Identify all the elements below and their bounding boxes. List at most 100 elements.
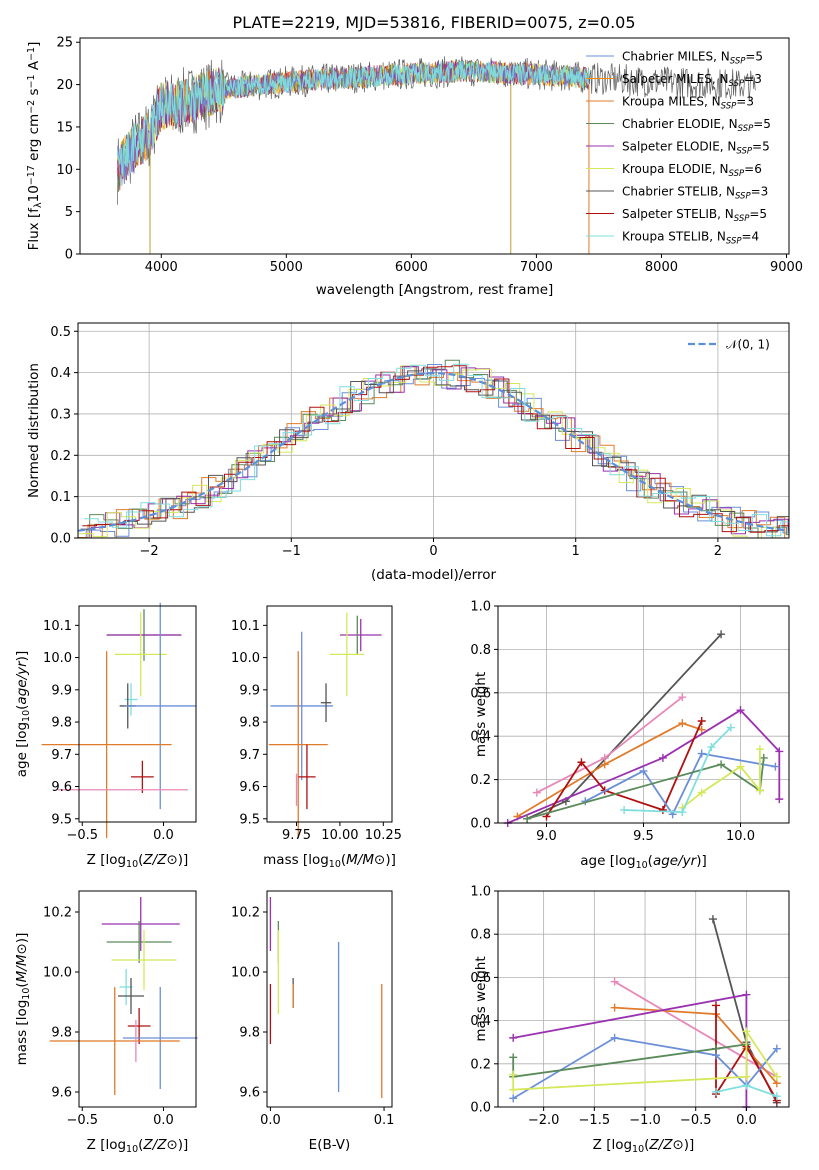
legend-label: Salpeter MILES, NSSP=3	[622, 72, 762, 89]
legend-name: Chabrier ELODIE, N	[622, 117, 738, 131]
legend-label: Kroupa STELIB, NSSP=4	[622, 230, 759, 247]
label-part: M/M⊙	[346, 852, 385, 868]
y-tick-label: 0.5	[50, 325, 71, 340]
y-tick-label: 0.4	[470, 730, 491, 745]
weight-point	[509, 1033, 518, 1042]
y-tick-label: 9.6	[239, 1086, 260, 1101]
legend-label: Chabrier MILES, NSSP=5	[622, 50, 763, 67]
label-part: (	[648, 853, 653, 869]
weight-point	[736, 706, 745, 715]
y-tick-label: 9.6	[239, 780, 260, 795]
x-tick-label: −2	[140, 544, 159, 559]
axes-frame	[78, 605, 197, 823]
x-tick-label: 0.0	[260, 1113, 281, 1128]
label-part: age/yr	[653, 853, 698, 869]
y-tick-label: 1.0	[470, 885, 491, 900]
weight-series-line	[516, 722, 702, 818]
label-part: )]	[684, 1137, 695, 1153]
weight-point	[639, 766, 648, 775]
label-part: E(B-V)	[309, 1137, 351, 1153]
weight-point	[711, 1001, 720, 1010]
x-tick-label: 1	[572, 544, 580, 559]
y-tick-label: 0.1	[50, 490, 71, 505]
weight-point	[509, 1053, 518, 1062]
weight-point	[771, 762, 780, 771]
label-part: Z/Z⊙	[142, 1137, 177, 1153]
legend-label: Salpeter ELODIE, NSSP=5	[622, 140, 770, 157]
label-part: (	[138, 852, 143, 868]
y-axis-label: age [log10(age/yr)]	[14, 651, 32, 777]
axes: 0.0 0.1 9.6 9.8 10.0 10.2 E(B-V)	[231, 890, 394, 1153]
axes: −2 −1 0 1 2 0.0 0.1 0.2 0.3 0.4 0.5 𝒩(0, 1) (data-mo…	[26, 322, 790, 583]
legend-label: Kroupa MILES, NSSP=3	[622, 95, 754, 112]
weight-point	[755, 745, 764, 754]
figure-title: PLATE=2219, MJD=53816, FIBERID=0075, z=0…	[232, 13, 635, 32]
axes: −2.0 −1.5 −1.0 −0.5 0.0 0.0 0.2 0.4 0.6 0.8 1.0 Z […	[470, 885, 790, 1155]
weight-point	[717, 630, 726, 639]
axes-frame	[78, 890, 197, 1108]
y-tick-label: 0.6	[470, 971, 491, 986]
legend-sub: SSP	[730, 56, 746, 66]
y-tick-label: 9.9	[239, 683, 260, 698]
y-tick-label: 9.8	[51, 1026, 72, 1041]
y-tick-label: 0.0	[470, 1101, 491, 1116]
y-tick-label: 1.0	[470, 600, 491, 615]
legend-name: Salpeter ELODIE, N	[622, 140, 736, 154]
x-tick-label: −1.0	[629, 1113, 661, 1128]
weight-series-line	[614, 980, 778, 1078]
x-tick-label: −0.5	[680, 1113, 712, 1128]
mass-vs-ebv-panel: 0.0 0.1 9.6 9.8 10.0 10.2 E(B-V)	[231, 890, 394, 1153]
weight-point	[736, 762, 745, 771]
weight-vs-age-panel: 9.0 9.5 10.0 0.0 0.2 0.4 0.6 0.8 1.0 age [log10(a…	[470, 600, 790, 871]
x-tick-label: 0.0	[153, 1113, 174, 1128]
plot-marks	[268, 612, 382, 839]
label-part: 10	[329, 859, 341, 870]
weight-point	[742, 1027, 751, 1036]
age-vs-metallicity-panel: −0.5 0.09.59.69.79.89.910.010.1Z [log10(Z…	[14, 602, 197, 870]
weight-point	[759, 753, 768, 762]
residual-histogram	[78, 359, 789, 539]
label-part: 10	[126, 1144, 138, 1155]
x-tick-label: 0.0	[153, 828, 174, 843]
x-tick-label: 9000	[770, 260, 803, 275]
label-part: mass [log	[14, 1000, 30, 1066]
residual-histogram	[82, 365, 789, 533]
label-part: 10	[632, 1144, 644, 1155]
x-axis-label: wavelength [Angstrom, rest frame]	[316, 282, 554, 298]
weight-point	[697, 749, 706, 758]
weight-point	[532, 788, 541, 797]
plot-marks	[41, 602, 196, 839]
weight-point	[772, 1072, 781, 1081]
x-tick-label: 8000	[645, 260, 678, 275]
y-tick-label: 9.6	[51, 780, 72, 795]
y-tick-label: 9.9	[51, 683, 72, 698]
axes-frame	[266, 605, 393, 823]
x-tick-label: 0.0	[736, 1113, 757, 1128]
weight-point	[509, 1085, 518, 1094]
x-axis-label: (data-model)/error	[371, 567, 497, 583]
y-tick-label: 0.0	[50, 532, 71, 547]
axes: 9.0 9.5 10.0 0.0 0.2 0.4 0.6 0.8 1.0 age [log10(a…	[470, 600, 790, 871]
weight-point	[775, 795, 784, 804]
legend-sub: SSP	[735, 191, 751, 201]
weight-point	[678, 719, 687, 728]
legend-label: Kroupa ELODIE, NSSP=6	[622, 162, 762, 179]
label-part: s	[26, 88, 42, 99]
legend-nssp: =5	[749, 207, 767, 221]
x-axis-label: Z [log10(Z/Z⊙)]	[87, 852, 189, 870]
legend-nssp: =3	[751, 185, 769, 199]
x-tick-label: 10.00	[321, 828, 358, 843]
legend-name: Kroupa STELIB, N	[622, 230, 726, 244]
legend-sub: SSP	[721, 101, 737, 111]
label-part: )]	[14, 651, 30, 662]
y-tick-label: 0.8	[470, 928, 491, 943]
legend-nssp: =5	[752, 140, 770, 154]
label-part: Z [log	[87, 852, 126, 868]
axes: 9.75 10.00 10.25 9.5 9.6 9.7 9.8 9.9 10.0 10.1 mas…	[231, 605, 402, 870]
legend-label: 𝒩(0, 1)	[726, 338, 770, 352]
legend-label: Salpeter STELIB, NSSP=5	[622, 207, 767, 224]
label-part: 10	[126, 859, 138, 870]
plot-marks	[77, 359, 790, 539]
plot-marks	[503, 630, 784, 827]
normal-curve	[77, 371, 790, 532]
